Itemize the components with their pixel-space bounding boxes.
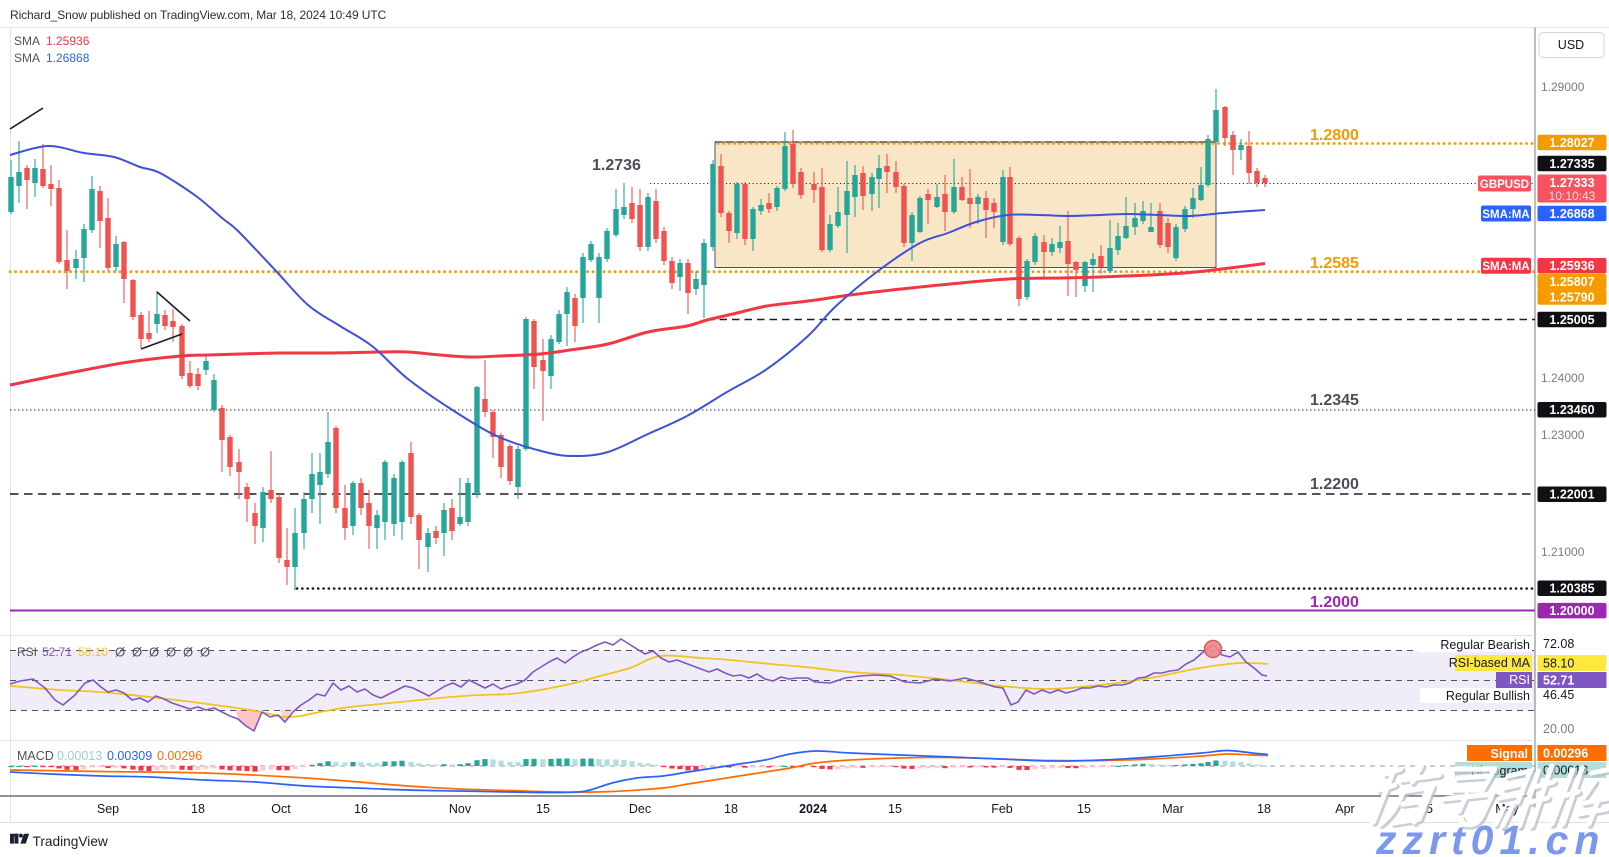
svg-text:Oct: Oct (271, 802, 291, 816)
svg-text:1.27333: 1.27333 (1549, 176, 1594, 190)
svg-text:46.45: 46.45 (1543, 688, 1574, 702)
svg-text:Mar: Mar (1162, 802, 1184, 816)
svg-text:SMA:MA: SMA:MA (1482, 209, 1529, 221)
svg-text:RSI-based MA: RSI-based MA (1449, 656, 1531, 670)
svg-text:Ø: Ø (200, 645, 210, 660)
svg-text:GBPUSD: GBPUSD (1480, 179, 1529, 191)
svg-text:18: 18 (724, 802, 738, 816)
svg-text:1.26868: 1.26868 (46, 51, 90, 65)
svg-text:1.2200: 1.2200 (1310, 476, 1359, 493)
svg-text:Ø: Ø (183, 645, 193, 660)
svg-text:1.25790: 1.25790 (1549, 290, 1594, 304)
svg-text:15: 15 (888, 802, 902, 816)
svg-text:52.71: 52.71 (42, 645, 72, 659)
svg-text:Richard_Snow published on Trad: Richard_Snow published on TradingView.co… (10, 8, 387, 22)
svg-text:Signal: Signal (1490, 747, 1528, 761)
svg-text:Apr: Apr (1335, 802, 1354, 816)
svg-text:SMA: SMA (14, 51, 40, 65)
svg-text:2024: 2024 (799, 802, 827, 816)
svg-text:RSI: RSI (1509, 673, 1530, 687)
svg-text:1.28027: 1.28027 (1549, 136, 1594, 150)
svg-text:1.22001: 1.22001 (1549, 488, 1594, 502)
svg-text:1.25807: 1.25807 (1549, 275, 1594, 289)
svg-text:1.23460: 1.23460 (1549, 403, 1594, 417)
svg-text:1.2585: 1.2585 (1310, 255, 1359, 272)
svg-text:Ø: Ø (149, 645, 159, 660)
svg-text:1.2736: 1.2736 (592, 157, 641, 174)
svg-text:Nov: Nov (449, 802, 472, 816)
svg-text:Ø: Ø (132, 645, 142, 660)
svg-text:MACD: MACD (17, 749, 54, 763)
svg-text:Sep: Sep (97, 802, 119, 816)
svg-text:10:10:43: 10:10:43 (1549, 189, 1596, 203)
svg-text:15: 15 (536, 802, 550, 816)
svg-text:zzrt01.cn: zzrt01.cn (1375, 817, 1605, 857)
svg-text:RSI: RSI (17, 645, 37, 659)
svg-text:52.71: 52.71 (1543, 674, 1574, 688)
svg-text:1.26868: 1.26868 (1549, 207, 1594, 221)
svg-text:Regular Bearish: Regular Bearish (1440, 638, 1530, 652)
svg-text:USD: USD (1558, 38, 1584, 52)
svg-text:20.00: 20.00 (1543, 722, 1574, 736)
svg-text:0.00296: 0.00296 (157, 749, 202, 763)
svg-text:SMA:MA: SMA:MA (1482, 261, 1529, 273)
svg-text:Dec: Dec (629, 802, 651, 816)
svg-text:58.10: 58.10 (1543, 657, 1574, 671)
svg-text:16: 16 (354, 802, 368, 816)
svg-text:1.2000: 1.2000 (1310, 594, 1359, 611)
svg-text:Ø: Ø (166, 645, 176, 660)
svg-text:0.00296: 0.00296 (1543, 747, 1588, 761)
svg-text:58.10: 58.10 (78, 645, 108, 659)
svg-text:1.25005: 1.25005 (1549, 313, 1594, 327)
svg-text:1.27335: 1.27335 (1549, 157, 1594, 171)
svg-text:SMA: SMA (14, 34, 40, 48)
svg-text:72.08: 72.08 (1543, 637, 1574, 651)
svg-text:1.20000: 1.20000 (1549, 604, 1594, 618)
svg-text:1.2800: 1.2800 (1310, 127, 1359, 144)
svg-text:1.21000: 1.21000 (1541, 545, 1585, 559)
svg-text:1.23000: 1.23000 (1541, 428, 1585, 442)
svg-text:15: 15 (1077, 802, 1091, 816)
svg-text:Ø: Ø (115, 645, 125, 660)
svg-text:1.2345: 1.2345 (1310, 392, 1359, 409)
svg-text:TradingView: TradingView (33, 834, 108, 849)
svg-text:1.20385: 1.20385 (1549, 582, 1594, 596)
svg-text:1.25936: 1.25936 (1549, 259, 1594, 273)
svg-text:0.00309: 0.00309 (107, 749, 152, 763)
svg-text:1.29000: 1.29000 (1541, 80, 1585, 94)
svg-text:1.24000: 1.24000 (1541, 371, 1585, 385)
svg-text:0.00013: 0.00013 (57, 749, 102, 763)
svg-text:18: 18 (191, 802, 205, 816)
svg-text:Regular Bullish: Regular Bullish (1446, 689, 1530, 703)
svg-text:18: 18 (1257, 802, 1271, 816)
svg-text:1.25936: 1.25936 (46, 34, 90, 48)
svg-text:Feb: Feb (991, 802, 1013, 816)
